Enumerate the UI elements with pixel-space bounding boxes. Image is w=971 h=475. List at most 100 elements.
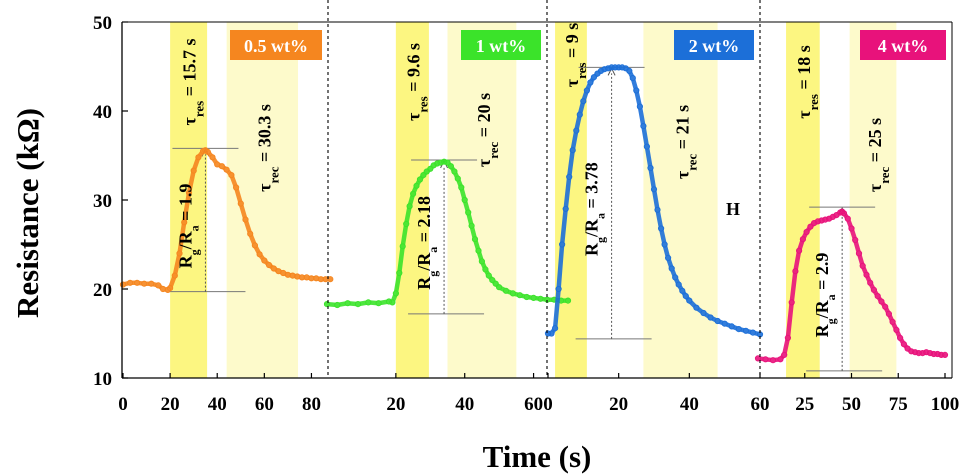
data-point	[822, 216, 829, 223]
data-point	[619, 64, 626, 71]
data-point	[354, 301, 362, 308]
data-point	[181, 219, 188, 226]
data-point	[679, 287, 686, 294]
data-point	[233, 184, 240, 191]
sensitivity-ratio-label-2: Rg/Ra = 2.18	[414, 196, 440, 290]
data-point	[573, 127, 580, 134]
data-point	[148, 280, 155, 287]
data-point	[416, 176, 424, 183]
y-tick-label: 20	[93, 280, 112, 301]
data-point	[889, 318, 896, 325]
data-point	[256, 251, 263, 258]
data-point	[643, 143, 651, 150]
data-point	[509, 290, 517, 297]
x-tick-label: 100	[931, 394, 960, 415]
data-point	[792, 268, 799, 275]
data-point	[874, 293, 881, 300]
stray-annotation-h: H	[726, 199, 740, 219]
data-point	[485, 272, 492, 279]
data-point	[461, 196, 468, 204]
data-point	[811, 220, 818, 227]
data-point	[576, 111, 583, 118]
data-point	[654, 206, 661, 213]
panel-annotations: 0.5 wt% τres = 15.7 s τrec = 30.3 s Rg/Ra =…	[175, 23, 946, 337]
data-point	[803, 228, 810, 236]
data-point	[413, 182, 420, 189]
recovery-time-label-1: τrec = 30.3 s	[254, 104, 281, 192]
data-point	[626, 67, 633, 75]
data-point	[323, 301, 331, 308]
data-point	[870, 286, 878, 293]
data-point	[396, 269, 403, 277]
data-point	[334, 301, 341, 309]
data-point	[566, 173, 573, 180]
data-point	[900, 341, 908, 348]
data-point	[612, 64, 619, 71]
data-point	[826, 215, 833, 222]
recovery-time-label-4: τrec = 25 s	[865, 118, 892, 192]
data-point	[548, 330, 555, 337]
x-axis-title: Time (s)	[483, 439, 592, 474]
data-point	[437, 159, 444, 166]
data-point	[633, 87, 640, 94]
data-point	[562, 205, 569, 212]
data-point	[938, 351, 945, 358]
data-point	[444, 159, 451, 166]
concentration-badge-1	[230, 30, 322, 60]
data-point	[580, 98, 587, 105]
resistance-curves	[119, 64, 949, 364]
data-point	[489, 277, 496, 284]
data-point	[185, 189, 193, 196]
data-point	[665, 254, 672, 261]
data-point	[769, 357, 777, 364]
data-point	[640, 123, 647, 130]
data-point	[839, 208, 846, 215]
data-point	[908, 348, 915, 355]
recovery-time-label-2: τrec = 20 s	[474, 93, 501, 167]
data-point	[749, 329, 757, 336]
data-point	[608, 64, 615, 71]
x-tick-label: 20	[161, 394, 180, 415]
x-tick-label: 20	[609, 394, 628, 415]
data-point	[590, 74, 598, 81]
data-point	[882, 303, 889, 310]
data-point	[389, 299, 396, 306]
data-point	[844, 215, 851, 222]
data-point	[930, 350, 937, 358]
data-point	[167, 285, 174, 292]
series-markers-2	[323, 158, 572, 309]
recovery-window-4	[849, 22, 897, 378]
response-time-label-4: τres = 18 s	[794, 45, 821, 118]
data-point	[403, 220, 410, 228]
x-tick-label: 75	[889, 394, 908, 415]
data-point	[447, 163, 454, 170]
data-point	[218, 163, 225, 170]
data-point	[781, 351, 788, 358]
data-point	[119, 281, 127, 288]
data-point	[885, 310, 893, 317]
data-point	[714, 317, 721, 325]
data-point	[441, 158, 448, 165]
data-point	[261, 257, 268, 264]
data-point	[237, 200, 244, 207]
data-point	[686, 297, 693, 304]
x-tick-label: 60	[751, 394, 770, 415]
data-point	[399, 243, 406, 250]
data-point	[375, 300, 382, 307]
data-point	[344, 300, 351, 307]
data-point	[434, 160, 441, 167]
y-tick-label: 10	[93, 369, 112, 390]
data-point	[941, 351, 949, 358]
data-point	[392, 290, 399, 297]
data-point	[777, 356, 784, 363]
data-point	[270, 265, 277, 272]
data-point	[867, 279, 874, 286]
sensitivity-ratio-label-3: Rg/Ra = 3.78	[582, 162, 608, 256]
y-tick-label: 50	[93, 13, 112, 34]
data-point	[141, 280, 148, 287]
data-point	[523, 293, 530, 301]
data-point	[516, 292, 523, 299]
data-point	[799, 236, 807, 243]
data-point	[475, 247, 482, 254]
